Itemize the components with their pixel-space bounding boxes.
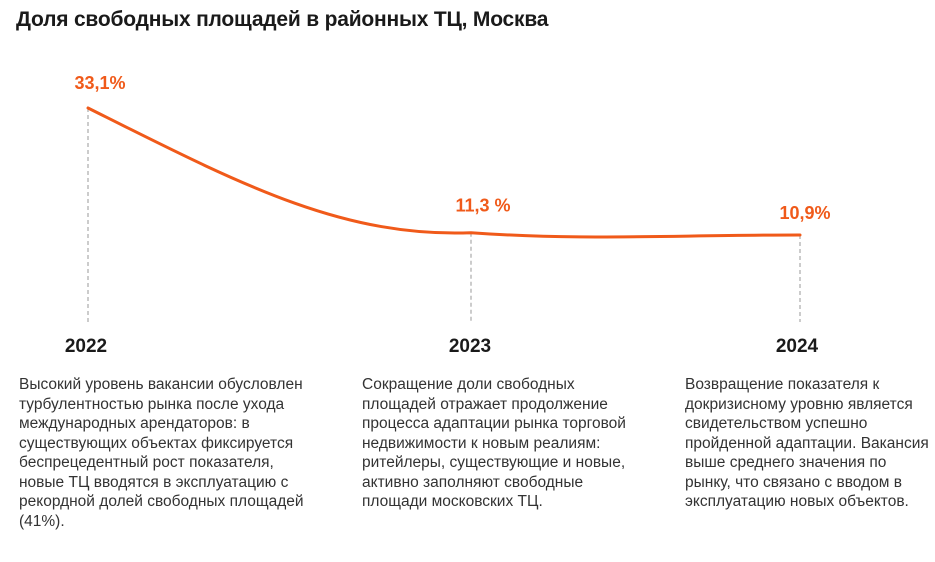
- description-2022: Высокий уровень вакансии обусловлен турб…: [19, 376, 304, 530]
- description-2023: Сокращение доли свободных площадей отраж…: [362, 376, 626, 510]
- chart-title: Доля свободных площадей в районных ТЦ, М…: [16, 8, 549, 31]
- data-label-2024: 10,9%: [779, 203, 830, 223]
- data-label-2022: 33,1%: [74, 73, 125, 93]
- data-labels: 33,1% 11,3 % 10,9%: [74, 73, 830, 223]
- series-line: [86, 106, 802, 239]
- x-tick-2024: 2024: [775, 336, 819, 357]
- guide-lines: [87, 108, 801, 322]
- description-2024: Возвращение показателя к докризисному ур…: [685, 376, 929, 510]
- data-label-2023: 11,3 %: [455, 196, 510, 216]
- x-tick-2022: 2022: [64, 336, 108, 357]
- x-tick-2023: 2023: [448, 336, 492, 357]
